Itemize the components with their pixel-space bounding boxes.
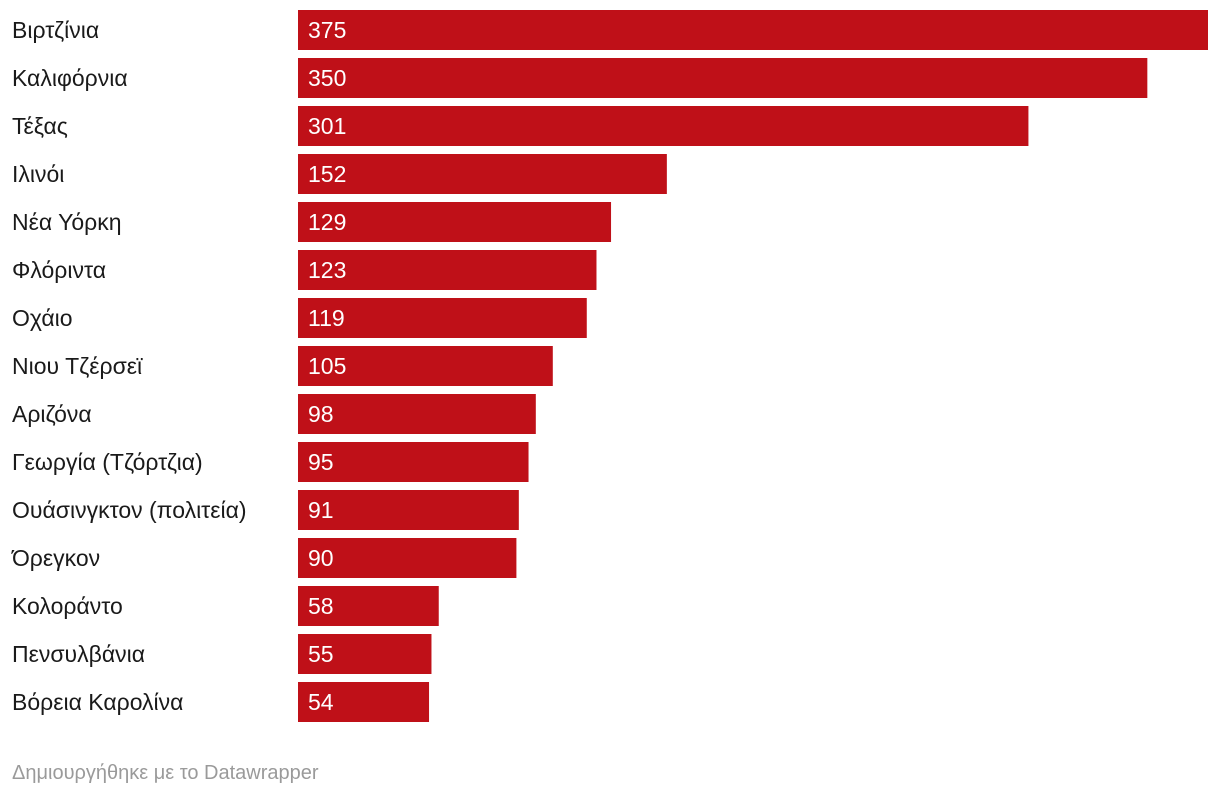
category-label: Κολοράντο: [12, 593, 123, 619]
value-label: 58: [308, 593, 334, 619]
value-label: 98: [308, 401, 334, 427]
bar: [298, 634, 432, 674]
category-label: Αριζόνα: [12, 401, 92, 427]
bar-row: Νέα Υόρκη 129: [12, 202, 612, 242]
value-label: 375: [308, 17, 346, 43]
bar-row: Οχάιο 119: [12, 298, 587, 338]
value-label: 95: [308, 449, 334, 475]
bar-row: Κολοράντο 58: [12, 586, 439, 626]
category-label: Καλιφόρνια: [12, 65, 128, 91]
bar-row: Ιλινόι 152: [12, 154, 667, 194]
category-label: Ουάσινγκτον (πολιτεία): [12, 497, 247, 523]
bar: [298, 442, 529, 482]
bar-row: Γεωργία (Τζόρτζια) 95: [12, 442, 529, 482]
bar-row: Βιρτζίνια 375: [12, 10, 1208, 50]
bar-row: Ουάσινγκτον (πολιτεία) 91: [12, 490, 519, 530]
bar-row: Όρεγκον 90: [11, 538, 517, 578]
bar: [298, 490, 519, 530]
category-label: Βόρεια Καρολίνα: [12, 689, 183, 715]
bar-chart: Βιρτζίνια 375 Καλιφόρνια 350 Τέξας 301 Ιλινόι 1…: [11, 10, 1208, 722]
value-label: 123: [308, 257, 346, 283]
category-label: Οχάιο: [12, 305, 73, 331]
bar: [298, 346, 553, 386]
value-label: 152: [308, 161, 346, 187]
value-label: 54: [308, 689, 334, 715]
value-label: 301: [308, 113, 346, 139]
category-label: Φλόριντα: [12, 257, 106, 283]
bar-row: Τέξας 301: [12, 106, 1029, 146]
bar: [298, 394, 536, 434]
category-label: Γεωργία (Τζόρτζια): [12, 449, 203, 475]
category-label: Νιου Τζέρσεϊ: [12, 353, 143, 379]
bar: [298, 10, 1208, 50]
bar: [298, 202, 612, 242]
bar: [298, 154, 667, 194]
category-label: Πενσυλβάνια: [12, 641, 145, 667]
value-label: 119: [308, 305, 345, 331]
value-label: 90: [308, 545, 334, 571]
value-label: 350: [308, 65, 346, 91]
value-label: 55: [308, 641, 334, 667]
bar: [298, 298, 587, 338]
bar: [298, 682, 430, 722]
bar-row: Αριζόνα 98: [12, 394, 536, 434]
category-label: Νέα Υόρκη: [12, 209, 122, 235]
value-label: 91: [308, 497, 334, 523]
bar: [298, 106, 1029, 146]
bar-row: Καλιφόρνια 350: [12, 58, 1148, 98]
bar-row: Βόρεια Καρολίνα 54: [12, 682, 430, 722]
bar-row: Φλόριντα 123: [12, 250, 597, 290]
bar: [298, 538, 517, 578]
category-label: Τέξας: [12, 113, 68, 139]
value-label: 129: [308, 209, 346, 235]
category-label: Όρεγκον: [11, 545, 100, 571]
datawrapper-credit: Δημιουργήθηκε με το Datawrapper: [12, 762, 319, 784]
bar: [298, 586, 439, 626]
value-label: 105: [308, 353, 346, 379]
category-label: Ιλινόι: [12, 161, 64, 187]
bar-row: Πενσυλβάνια 55: [12, 634, 432, 674]
bar: [298, 250, 597, 290]
bar: [298, 58, 1148, 98]
category-label: Βιρτζίνια: [12, 17, 99, 43]
bar-row: Νιου Τζέρσεϊ 105: [12, 346, 553, 386]
